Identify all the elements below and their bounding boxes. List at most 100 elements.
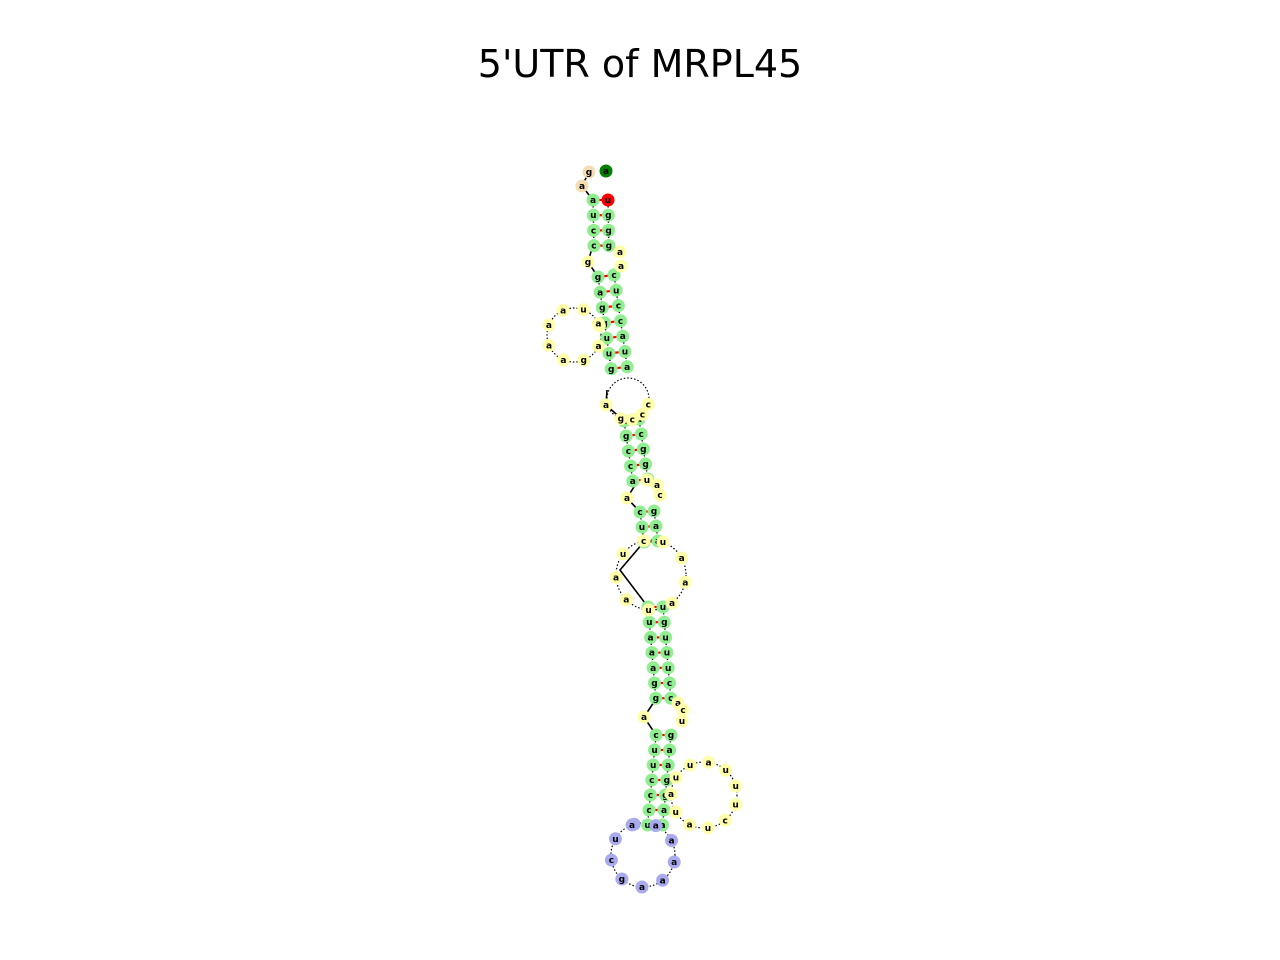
svg-text:g: g: [651, 679, 657, 689]
svg-text:a: a: [660, 876, 666, 886]
svg-text:c: c: [639, 430, 644, 440]
svg-text:g: g: [605, 226, 611, 236]
helix-2-right-nt: c: [611, 299, 625, 313]
side-loop-lower-nt: u: [669, 771, 683, 785]
svg-text:c: c: [611, 271, 616, 281]
svg-text:u: u: [644, 476, 650, 486]
internal-loop-big-nt: u: [642, 603, 656, 617]
svg-text:c: c: [668, 694, 673, 704]
bulge-right-2-nt: c: [641, 397, 655, 411]
internal-loop-side-nt: g: [577, 353, 591, 367]
svg-text:c: c: [649, 776, 654, 786]
helix-2-left-nt: g: [591, 270, 605, 284]
bulge-right-3-nt: a: [650, 478, 664, 492]
bulge-right-2-nt: c: [625, 413, 639, 427]
svg-text:u: u: [664, 649, 670, 659]
svg-text:a: a: [671, 858, 677, 868]
side-loop-lower-nt: u: [729, 779, 743, 793]
internal-loop-big-nt: a: [609, 570, 623, 584]
svg-text:a: a: [624, 494, 630, 504]
helix-1-left-nt: c: [587, 223, 601, 237]
helix-5-left-nt: g: [649, 691, 663, 705]
svg-text:u: u: [673, 774, 679, 784]
svg-text:a: a: [630, 477, 636, 487]
side-loop-lower-nt: u: [683, 758, 697, 772]
helix-1-left-nt: a: [586, 193, 600, 207]
hairpin-loop-nt: u: [608, 832, 622, 846]
svg-text:u: u: [722, 766, 728, 776]
hairpin-loop-nt: a: [656, 873, 670, 887]
svg-text:u: u: [660, 538, 666, 548]
svg-text:a: a: [603, 167, 609, 177]
svg-text:c: c: [591, 226, 596, 236]
svg-text:g: g: [586, 168, 592, 178]
svg-text:g: g: [640, 445, 646, 455]
helix-1-left-nt: u: [586, 208, 600, 222]
svg-text:g: g: [651, 507, 657, 517]
bulge-left-1-nt: g: [581, 255, 595, 269]
svg-text:u: u: [604, 334, 610, 344]
bulge-right-2-nt: g: [614, 412, 628, 426]
svg-text:c: c: [648, 791, 653, 801]
internal-loop-big-nt: a: [665, 596, 679, 610]
svg-text:u: u: [646, 618, 652, 628]
svg-text:g: g: [618, 415, 624, 425]
svg-text:g: g: [668, 731, 674, 741]
svg-text:a: a: [596, 342, 602, 352]
helix-4-left-nt: c: [633, 505, 647, 519]
svg-text:a: a: [613, 573, 619, 583]
side-loop-lower-nt: u: [701, 821, 715, 835]
svg-text:a: a: [706, 758, 712, 768]
internal-loop-big-nt: a: [675, 551, 689, 565]
hairpin-loop-nt: g: [615, 872, 629, 886]
svg-text:g: g: [595, 273, 601, 283]
helix-3-right-nt: g: [636, 442, 650, 456]
internal-loop-big-nt: a: [678, 575, 692, 589]
svg-text:u: u: [580, 306, 586, 316]
svg-text:c: c: [591, 242, 596, 252]
bulge-right-2-nt: c: [635, 407, 649, 421]
internal-loop-big-nt: a: [619, 593, 633, 607]
svg-text:g: g: [661, 618, 667, 628]
helix-1-right-nt: g: [601, 208, 615, 222]
svg-text:a: a: [650, 664, 656, 674]
helix-2-right-nt: u: [609, 283, 623, 297]
svg-text:a: a: [546, 321, 552, 331]
svg-text:u: u: [650, 761, 656, 771]
side-loop-lower-nt: a: [664, 787, 678, 801]
backbone-connector: [618, 542, 649, 608]
figure-title: 5'UTR of MRPL45: [477, 42, 803, 86]
hairpin-loop-nt: a: [635, 880, 649, 894]
helix-2-right-nt: a: [620, 360, 634, 374]
helix-1-right-nt: g: [602, 223, 616, 237]
svg-text:a: a: [648, 633, 654, 643]
helix-2-left-nt: u: [600, 331, 614, 345]
svg-text:a: a: [597, 288, 603, 298]
svg-text:g: g: [619, 875, 625, 885]
helix-3-left-nt: c: [621, 444, 635, 458]
internal-loop-side-nt: a: [542, 318, 556, 332]
svg-text:c: c: [640, 410, 645, 420]
helix-4-right-nt: a: [649, 519, 663, 533]
hairpin-loop-nt: a: [667, 855, 681, 869]
helix-1-right-nt: g: [602, 239, 616, 253]
svg-text:a: a: [620, 332, 626, 342]
svg-text:c: c: [637, 508, 642, 518]
helix-5-left-nt: a: [644, 630, 658, 644]
side-loop-lower-nt: u: [719, 763, 733, 777]
helix-5-left-nt: g: [648, 676, 661, 690]
helix-2-left-nt: g: [604, 362, 618, 376]
helix-5-right-nt: g: [657, 615, 671, 629]
svg-text:g: g: [608, 365, 614, 375]
svg-text:a: a: [579, 182, 585, 192]
svg-text:u: u: [662, 633, 668, 643]
svg-text:g: g: [642, 460, 648, 470]
svg-text:a: a: [679, 554, 685, 564]
svg-text:a: a: [669, 837, 675, 847]
svg-text:a: a: [618, 262, 624, 272]
svg-text:u: u: [733, 782, 739, 792]
svg-text:c: c: [667, 679, 672, 689]
side-loop-lower-nt: u: [729, 798, 743, 812]
helix-6-right-nt: a: [663, 743, 677, 757]
